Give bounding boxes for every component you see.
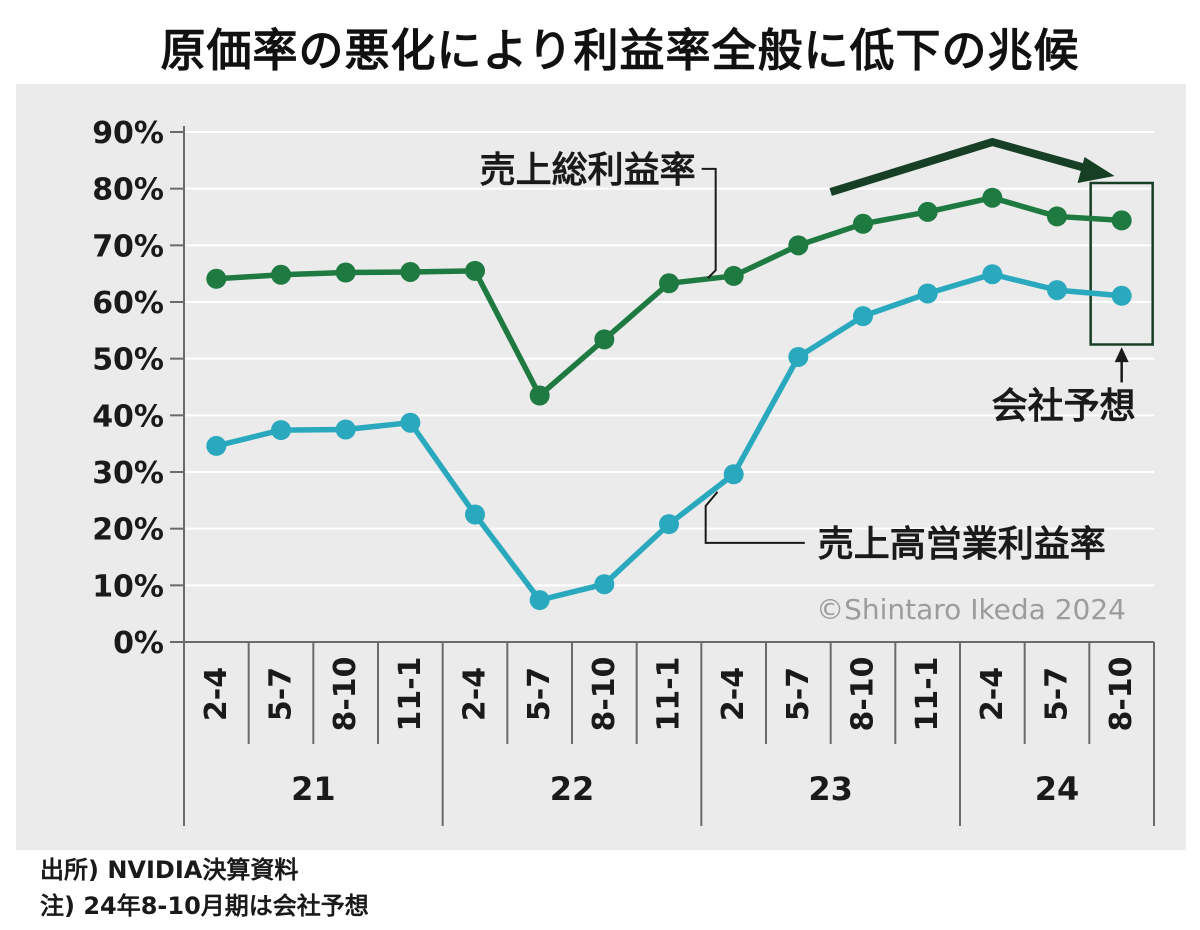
x-tick-label: 5-7 [1040, 667, 1075, 721]
x-year-label: 21 [291, 770, 336, 808]
forecast-pointer-head [1114, 347, 1129, 363]
copyright-text: ©Shintaro Ikeda 2024 [816, 593, 1126, 626]
y-tick-label: 80% [92, 173, 164, 208]
x-year-label: 22 [550, 770, 595, 808]
x-tick-label: 5-7 [264, 667, 299, 721]
series-point-0 [271, 264, 291, 285]
callout-label-operating: 売上高営業利益率 [818, 524, 1106, 565]
trend-arrow [829, 137, 1115, 196]
x-tick-label: 2-4 [199, 667, 234, 721]
x-tick-label: 5-7 [522, 667, 557, 721]
x-year-label: 24 [1035, 770, 1080, 808]
footnote-source: 出所) NVIDIA決算資料 [40, 856, 299, 884]
series-point-0 [788, 235, 809, 256]
series-point-0 [723, 265, 744, 286]
series-point-1 [723, 464, 744, 485]
forecast-annotation: 会社予想 [992, 181, 1154, 427]
forecast-box [1089, 181, 1154, 346]
x-tick-label: 11-1 [652, 656, 687, 731]
series-point-1 [982, 264, 1003, 285]
y-tick-label: 20% [92, 513, 164, 548]
series-point-1 [335, 419, 356, 440]
y-axis: 0% 10% 20% 30% 40% 50% 60% 70% 80% 90% [92, 116, 185, 661]
series-point-1 [206, 435, 227, 456]
series-point-1 [465, 504, 485, 525]
x-axis: 2-4 5-7 8-10 11-1 2-4 5-7 8-10 11-1 2-4 5-7 8-10 11… [183, 641, 1155, 826]
footnote-note: 注) 24年8-10月期は会社予想 [40, 892, 369, 920]
series-point-1 [400, 412, 421, 433]
y-tick-label: 70% [92, 229, 164, 264]
callout-leader-operating [704, 491, 805, 544]
series-point-1 [917, 283, 938, 304]
y-tick-label: 90% [92, 116, 164, 151]
series-point-1 [529, 590, 550, 611]
series-point-1 [594, 574, 615, 595]
series-point-1 [853, 306, 873, 327]
x-tick-label: 11-1 [910, 656, 945, 731]
series-point-0 [917, 201, 938, 222]
series-layer [206, 187, 1132, 611]
x-tick-label: 8-10 [587, 656, 622, 731]
y-tick-label: 0% [113, 626, 164, 661]
x-tick-label: 8-10 [846, 656, 881, 731]
callout-label-gross: 売上総利益率 [480, 150, 696, 191]
x-tick-label: 2-4 [975, 667, 1010, 721]
x-tick-label: 2-4 [716, 667, 751, 721]
series-point-1 [788, 346, 809, 367]
footnotes: 出所) NVIDIA決算資料 注) 24年8-10月期は会社予想 [40, 852, 369, 924]
series-point-1 [271, 420, 291, 441]
series-point-0 [1111, 210, 1132, 231]
line-chart: 0% 10% 20% 30% 40% 50% 60% 70% 80% 90% 2-4 5-7 8-10… [92, 116, 1155, 826]
y-tick-label: 50% [92, 343, 164, 378]
y-tick-label: 40% [92, 399, 164, 434]
series-point-1 [1111, 285, 1132, 306]
x-year-label: 23 [808, 770, 853, 808]
series-point-0 [206, 268, 227, 289]
trend-arrow-line [829, 137, 1094, 196]
series-point-0 [335, 262, 356, 283]
x-tick-label: 8-10 [328, 656, 363, 731]
x-tick-label: 8-10 [1104, 656, 1139, 731]
series-point-0 [853, 213, 873, 234]
series-point-0 [594, 329, 615, 350]
series-line-0 [216, 194, 1122, 399]
chart-title: 原価率の悪化により利益率全般に低下の兆候 [160, 24, 1080, 77]
callout-leader-gross [701, 167, 717, 279]
y-tick-label: 30% [92, 456, 164, 491]
series-point-0 [659, 273, 679, 294]
plot-panel: 0% 10% 20% 30% 40% 50% 60% 70% 80% 90% 2-4 5-7 8-10… [16, 84, 1186, 850]
x-tick-label: 2-4 [458, 667, 493, 721]
x-tick-label: 11-1 [393, 656, 428, 731]
x-tick-label: 5-7 [781, 667, 816, 721]
y-tick-label: 60% [92, 286, 164, 321]
series-point-1 [1047, 280, 1067, 301]
series-point-0 [982, 187, 1003, 208]
trend-arrow-head [1077, 157, 1115, 183]
forecast-label: 会社予想 [992, 386, 1136, 427]
series-point-0 [400, 261, 421, 282]
series-point-1 [659, 514, 679, 535]
series-point-0 [465, 260, 485, 281]
grid-lines [170, 131, 1154, 643]
series-point-0 [1047, 206, 1067, 227]
y-tick-label: 10% [92, 569, 164, 604]
series-point-0 [529, 385, 550, 406]
